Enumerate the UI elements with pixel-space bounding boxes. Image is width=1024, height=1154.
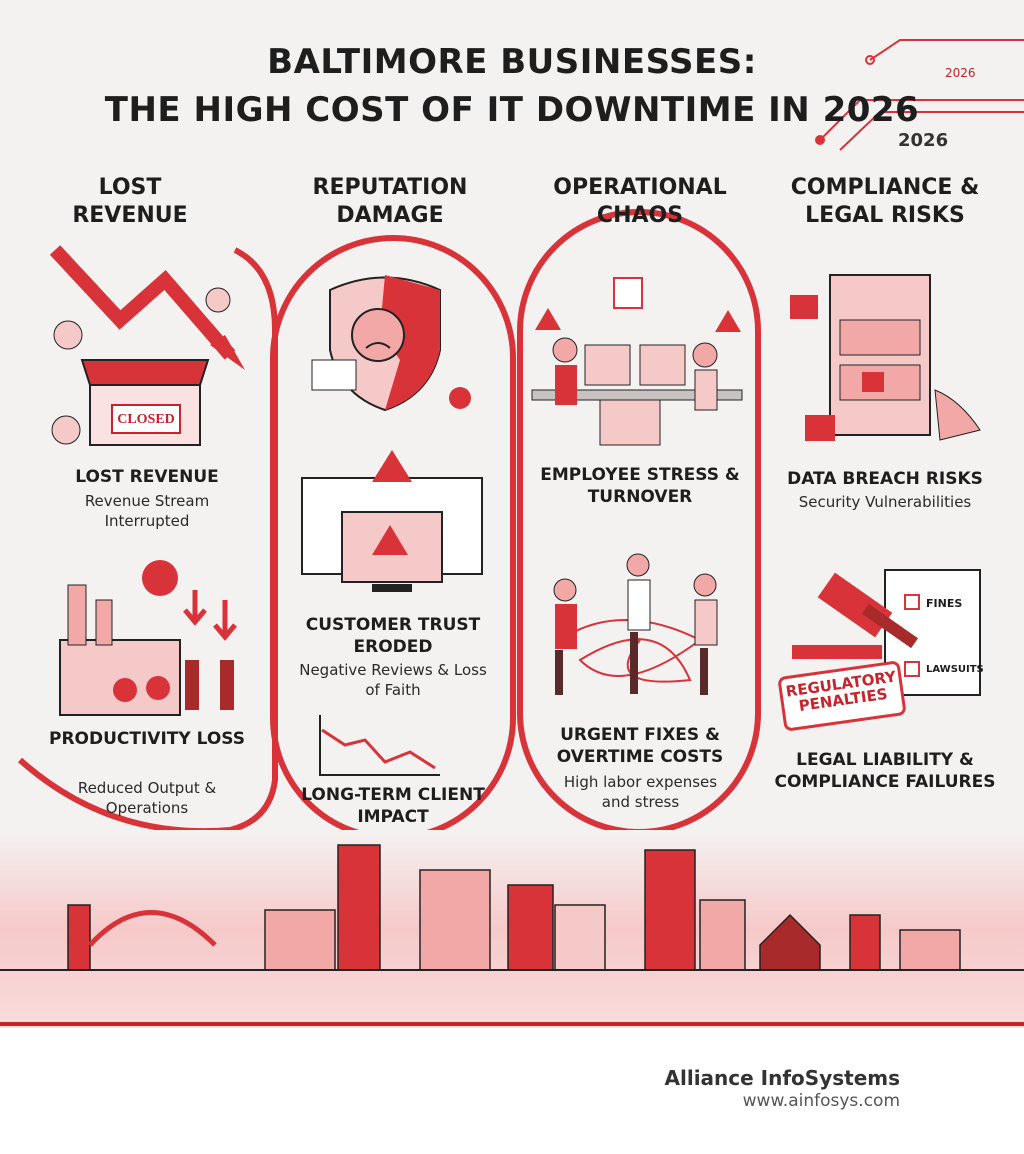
skyline: [67, 844, 961, 971]
item-title: LEGAL LIABILITY & COMPLIANCE FAILURES: [774, 750, 996, 792]
company-url: www.ainfosys.com: [742, 1091, 900, 1111]
footer: Alliance InfoSystems www.ainfosys.com: [0, 1028, 1024, 1154]
title-line: BALTIMORE BUSINESSES:: [267, 42, 757, 82]
column-heading: LOST REVENUE: [72, 175, 188, 228]
item-title: URGENT FIXES & OVERTIME COSTS: [556, 725, 724, 767]
fines-label: FINES: [926, 597, 963, 610]
item-subtitle: Revenue Stream Interrupted: [84, 492, 210, 530]
icon-customer-trust: [301, 450, 483, 592]
icon-reputation: [311, 275, 471, 412]
item-title: EMPLOYEE STRESS & TURNOVER: [540, 465, 740, 507]
icon-productivity: [59, 560, 237, 716]
icon-legal: [778, 569, 981, 731]
icon-client-impact: [319, 715, 440, 776]
item-subtitle: Negative Reviews & Loss of Faith: [299, 661, 487, 699]
column-heading: OPERATIONAL CHAOS: [553, 175, 727, 228]
column-heading: COMPLIANCE & LEGAL RISKS: [790, 175, 980, 228]
item-subtitle: High labor expenses and stress: [563, 773, 718, 811]
year: 2026: [898, 130, 949, 151]
icon-employee-stress: [531, 277, 743, 446]
item-title: LOST REVENUE: [75, 467, 219, 487]
company-name: Alliance InfoSystems: [664, 1066, 901, 1090]
item-subtitle: Reduced Output & Operations: [77, 779, 217, 817]
icon-data-breach: [790, 274, 981, 441]
column-heading: REPUTATION DAMAGE: [312, 175, 468, 228]
item-title: PRODUCTIVITY LOSS: [48, 729, 246, 749]
item-title: LONG-TERM CLIENT IMPACT: [301, 785, 485, 827]
closed-sign: CLOSED: [117, 412, 175, 427]
lawsuits-label: LAWSUITS: [926, 664, 984, 675]
year-badge: 2026: [945, 66, 976, 80]
frame-col1: [18, 247, 278, 835]
icon-urgent-fixes: [553, 553, 718, 695]
item-subtitle: Security Vulnerabilities: [798, 493, 972, 511]
item-title: DATA BREACH RISKS: [787, 469, 983, 489]
circuit-lines: [815, 39, 1024, 151]
icon-lost-revenue: [49, 245, 245, 446]
title-line: THE HIGH COST OF IT DOWNTIME IN 2026: [104, 90, 920, 130]
item-title: CUSTOMER TRUST ERODED: [305, 615, 481, 657]
